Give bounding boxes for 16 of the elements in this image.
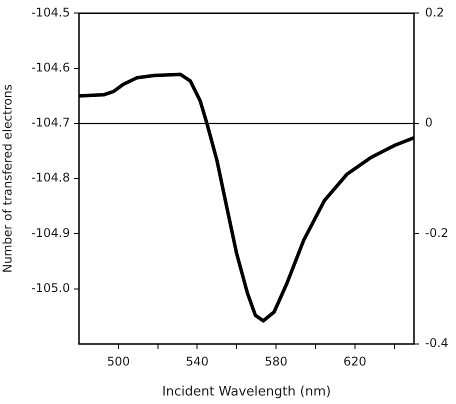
y-tick-label: -104.7 [31,116,70,130]
x-tick-label: 500 [106,354,130,368]
y-tick-label: -105.0 [31,280,70,295]
y-axis-title: Number of transfered electrons [0,84,14,273]
y-tick-label: -104.9 [31,226,70,240]
y2-tick-label: 0.2 [425,5,444,20]
x-tick-label: 540 [186,354,209,368]
y-tick-label: -104.5 [31,5,70,20]
x-tick-label: 620 [343,354,366,368]
x-tick-label: 580 [264,354,288,368]
y2-tick-label: -0.4 [425,336,448,350]
x-axis-title: Incident Wavelength (nm) [162,384,331,400]
y2-tick-label: -0.2 [425,226,448,240]
y-tick-label: -104.8 [31,170,70,185]
y-tick-label: -104.6 [31,60,70,74]
y2-tick-label: 0 [425,116,433,130]
